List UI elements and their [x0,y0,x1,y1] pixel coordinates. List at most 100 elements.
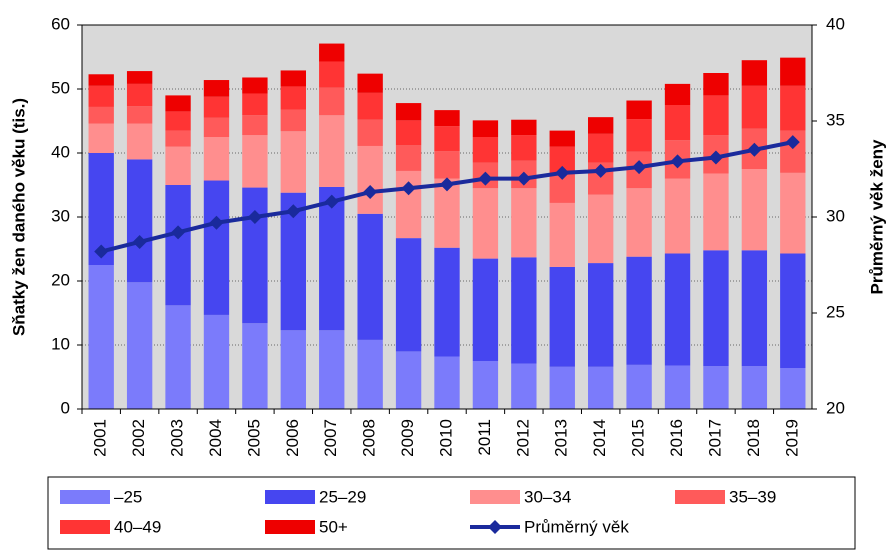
bar [280,131,306,193]
bar [203,80,230,97]
legend-swatch [60,490,110,504]
bar [242,135,268,188]
legend-marker [488,520,502,534]
legend-box [47,476,856,550]
line-marker [785,135,800,150]
line-marker [286,204,301,219]
bar [203,314,230,409]
bar [780,368,806,409]
bar [280,70,306,87]
bar [88,106,114,124]
bar [703,95,729,136]
x-tick-label: 2005 [244,419,263,457]
line-marker [94,244,109,259]
bar [165,146,191,185]
x-tick-label: 2013 [552,419,571,457]
legend-swatch [470,490,520,504]
bar [242,93,268,116]
bar [395,145,422,171]
bar [664,365,691,409]
bar [588,263,614,367]
bar [395,351,422,409]
line-marker [555,165,570,180]
bar [126,83,153,107]
bar [626,364,652,409]
bar [203,180,230,315]
bar [434,126,460,152]
bar [203,137,230,181]
bar [395,103,422,121]
bar [357,145,383,214]
bar [741,250,768,367]
y-tick-label: 40 [51,142,70,161]
legend-swatch [265,520,315,534]
line-marker [209,215,224,230]
line-marker [171,225,186,240]
bar [434,247,460,357]
bar [549,366,575,409]
bar [88,85,114,107]
bar [126,106,153,124]
bar [88,123,114,153]
line-marker [363,185,378,200]
legend-swatch [265,490,315,504]
bar [472,137,499,163]
bar [165,130,191,147]
legend-swatch [675,490,725,504]
bar [319,115,345,187]
bar [434,110,460,127]
bar [357,213,383,340]
bar [434,356,460,409]
line-marker [670,154,685,169]
legend-label: 25–29 [319,487,366,506]
bar [88,74,114,86]
bar [664,83,691,105]
bar [511,363,537,409]
line-marker [593,163,608,178]
bar [280,86,306,110]
bar [511,188,537,258]
bar [626,100,652,120]
x-tick-label: 2015 [629,419,648,457]
x-tick-label: 2019 [782,419,801,457]
line-marker [324,194,339,209]
bar [242,187,268,324]
bar [434,151,460,179]
bar [280,330,306,409]
x-tick-label: 2010 [436,419,455,457]
x-tick-label: 2007 [321,419,340,457]
y2-tick-label: 30 [826,206,845,225]
bar [549,130,575,147]
x-tick-label: 2016 [667,419,686,457]
bar [626,256,652,365]
bar [242,77,268,94]
y2-tick-label: 20 [826,398,845,417]
y-tick-label: 10 [51,334,70,353]
bar [319,87,345,116]
x-tick-label: 2009 [398,419,417,457]
x-tick-label: 2003 [168,419,187,457]
bar [165,111,191,131]
bar [780,172,806,254]
bar [395,120,422,146]
x-tick-label: 2008 [360,419,379,457]
bar [549,202,575,267]
bar [664,105,691,141]
y-axis-title: Sňatky žen daného věku (tis.) [9,98,28,336]
bar [511,135,537,161]
bar [357,92,383,120]
bar [780,85,806,131]
bar [472,120,499,137]
bar [703,73,729,96]
bar [588,133,614,163]
bar [357,339,383,409]
x-tick-label: 2018 [744,419,763,457]
line-marker [632,160,647,175]
line-marker [132,234,147,249]
x-tick-label: 2012 [513,419,532,457]
bar [472,361,499,409]
bar [88,265,114,409]
legend-label: 35–39 [729,487,776,506]
bar [741,60,768,86]
bar [664,178,691,254]
